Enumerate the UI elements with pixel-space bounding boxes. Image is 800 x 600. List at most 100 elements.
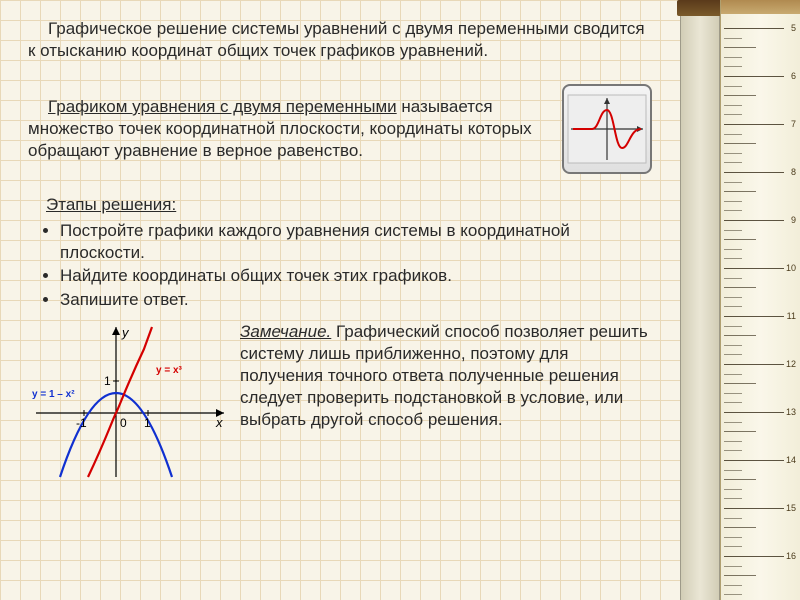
ruler-tick-minor bbox=[724, 594, 742, 595]
ruler-strip: 5 6 7 8 9 10 11 12 13 14 15 16 bbox=[720, 0, 800, 600]
ruler-tick-minor bbox=[724, 518, 742, 519]
ruler-tick-minor bbox=[724, 297, 742, 298]
ruler-tick-minor bbox=[724, 326, 742, 327]
ruler-tick-major bbox=[724, 460, 784, 461]
note-paragraph: Замечание. Графический способ позволяет … bbox=[240, 321, 652, 431]
ruler-tick-minor bbox=[724, 450, 742, 451]
step-item-1: Постройте графики каждого уравнения сист… bbox=[60, 220, 652, 264]
ruler-tick-label: 11 bbox=[787, 311, 796, 321]
ruler-decoration: 5 6 7 8 9 10 11 12 13 14 15 16 bbox=[680, 0, 800, 600]
steps-list: Постройте графики каждого уравнения сист… bbox=[60, 220, 652, 310]
ruler-tick-minor bbox=[724, 57, 742, 58]
ruler-tick-major bbox=[724, 412, 784, 413]
ruler-tick-minor bbox=[724, 47, 756, 48]
ruler-tick-minor bbox=[724, 143, 756, 144]
sine-thumbnail bbox=[562, 84, 652, 174]
steps-heading: Этапы решения: bbox=[46, 194, 652, 216]
ytick-pos1: 1 bbox=[104, 374, 111, 388]
x-axis-label: x bbox=[215, 415, 223, 430]
ruler-tick-minor bbox=[724, 345, 742, 346]
ruler-tick-minor bbox=[724, 422, 742, 423]
ruler-tick-label: 13 bbox=[786, 407, 796, 417]
ruler-tick-minor bbox=[724, 38, 742, 39]
definition-underlined: Графиком уравнения с двумя переменными bbox=[48, 97, 397, 116]
ruler-tick-major bbox=[724, 316, 784, 317]
ruler-tick-minor bbox=[724, 306, 742, 307]
ruler-tick-label: 16 bbox=[786, 551, 796, 561]
ruler-tick-minor bbox=[724, 354, 742, 355]
ruler-tick-minor bbox=[724, 441, 742, 442]
sine-thumbnail-svg bbox=[567, 94, 647, 164]
ruler-tick-minor bbox=[724, 383, 756, 384]
ruler-tick-major bbox=[724, 172, 784, 173]
ruler-tick-label: 8 bbox=[791, 167, 796, 177]
step-item-2: Найдите координаты общих точек этих граф… bbox=[60, 265, 652, 287]
ruler-tick-minor bbox=[724, 489, 742, 490]
ruler-tick-minor bbox=[724, 162, 742, 163]
definition-row: Графиком уравнения с двумя переменными н… bbox=[28, 84, 652, 174]
ruler-tick-minor bbox=[724, 585, 742, 586]
ruler-tick-label: 9 bbox=[791, 215, 796, 225]
ruler-tick-minor bbox=[724, 258, 742, 259]
ruler-tick-minor bbox=[724, 191, 756, 192]
slide-content: Графическое решение системы уравнений с … bbox=[0, 0, 680, 600]
ruler-tick-label: 14 bbox=[786, 455, 796, 465]
ruler-tick-major bbox=[724, 76, 784, 77]
ruler-tick-minor bbox=[724, 86, 742, 87]
origin-label: 0 bbox=[120, 416, 127, 430]
xtick-pos1: 1 bbox=[144, 416, 151, 430]
ruler-tick-minor bbox=[724, 287, 756, 288]
ruler-tick-major bbox=[724, 28, 784, 29]
ruler-tick-label: 6 bbox=[791, 71, 796, 81]
ruler-tick-minor bbox=[724, 153, 742, 154]
ruler-tick-minor bbox=[724, 105, 742, 106]
ruler-tick-minor bbox=[724, 201, 742, 202]
ruler-tick-label: 10 bbox=[786, 263, 796, 273]
ruler-tick-minor bbox=[724, 498, 742, 499]
ruler-tick-major bbox=[724, 556, 784, 557]
intersection-chart: y x 0 -1 1 1 y = 1 – x² y = x³ bbox=[28, 321, 228, 481]
ruler-tick-label: 7 bbox=[791, 119, 796, 129]
ruler-tick-minor bbox=[724, 393, 742, 394]
ruler-tick-minor bbox=[724, 335, 756, 336]
ruler-tick-major bbox=[724, 364, 784, 365]
xtick-neg1: -1 bbox=[76, 416, 87, 430]
ruler-tick-minor bbox=[724, 278, 742, 279]
note-heading: Замечание. bbox=[240, 322, 331, 341]
ruler-tick-major bbox=[724, 220, 784, 221]
ruler-tick-minor bbox=[724, 537, 742, 538]
eq2-label: y = x³ bbox=[156, 365, 183, 376]
ruler-tick-minor bbox=[724, 402, 742, 403]
ruler-tick-minor bbox=[724, 479, 756, 480]
ruler-tick-minor bbox=[724, 95, 756, 96]
y-axis-label: y bbox=[121, 325, 130, 340]
ruler-tick-minor bbox=[724, 66, 742, 67]
ruler-tick-minor bbox=[724, 249, 742, 250]
ruler-tick-major bbox=[724, 124, 784, 125]
ruler-strip-cap bbox=[720, 0, 800, 14]
ruler-tick-minor bbox=[724, 210, 742, 211]
ruler-bar-cap bbox=[677, 0, 723, 16]
ruler-tick-minor bbox=[724, 114, 742, 115]
ruler-tick-minor bbox=[724, 182, 742, 183]
ruler-tick-label: 5 bbox=[791, 23, 796, 33]
intro-paragraph: Графическое решение системы уравнений с … bbox=[28, 18, 652, 62]
eq1-label: y = 1 – x² bbox=[32, 389, 75, 400]
ruler-tick-minor bbox=[724, 374, 742, 375]
ruler-tick-minor bbox=[724, 239, 756, 240]
definition-paragraph: Графиком уравнения с двумя переменными н… bbox=[28, 92, 548, 166]
ruler-tick-minor bbox=[724, 470, 742, 471]
bottom-row: y x 0 -1 1 1 y = 1 – x² y = x³ Замечание… bbox=[28, 321, 652, 481]
ruler-tick-label: 12 bbox=[786, 359, 796, 369]
ruler-tick-minor bbox=[724, 575, 756, 576]
ruler-tick-minor bbox=[724, 134, 742, 135]
ruler-tick-major bbox=[724, 268, 784, 269]
ruler-tick-major bbox=[724, 508, 784, 509]
ruler-tick-label: 15 bbox=[786, 503, 796, 513]
ruler-tick-minor bbox=[724, 431, 756, 432]
ruler-bar bbox=[680, 0, 720, 600]
ruler-tick-minor bbox=[724, 566, 742, 567]
ruler-tick-minor bbox=[724, 546, 742, 547]
ruler-tick-minor bbox=[724, 527, 756, 528]
ruler-tick-minor bbox=[724, 230, 742, 231]
